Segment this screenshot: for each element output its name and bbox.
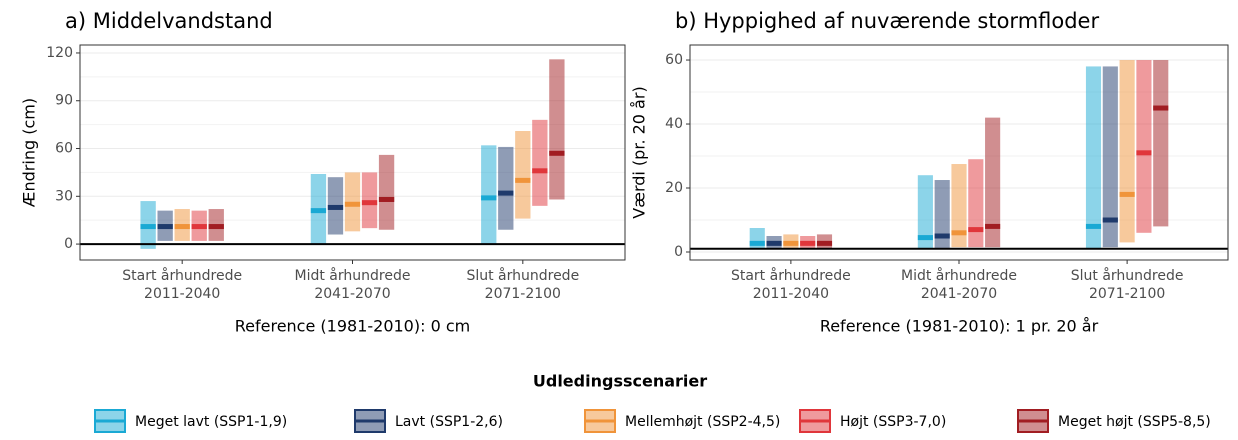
median-mark (800, 240, 816, 246)
range-bar (985, 117, 1001, 248)
median-mark (157, 224, 173, 230)
range-bar (1119, 60, 1135, 243)
range-bar (917, 175, 933, 249)
range-bar (934, 180, 950, 249)
y-tick-label: 30 (55, 188, 73, 204)
median-mark (1136, 150, 1152, 156)
median-mark (549, 150, 565, 156)
x-tick-label: Start århundrede (731, 267, 851, 284)
range-bar (481, 145, 497, 245)
range-bar (951, 164, 967, 248)
x-tick-label: Slut århundrede (1071, 267, 1184, 284)
x-tick-label: 2041-2070 (314, 286, 390, 302)
plot-border (689, 44, 1229, 261)
x-tick-label: 2011-2040 (144, 286, 220, 302)
y-tick-label: 60 (55, 141, 73, 157)
median-mark (985, 223, 1001, 229)
y-tick-label: 40 (665, 116, 683, 132)
median-mark (378, 196, 395, 202)
median-mark (951, 230, 967, 236)
y-tick-label: 60 (665, 52, 683, 68)
median-mark (498, 190, 514, 196)
x-tick-label: 2011-2040 (753, 286, 829, 302)
x-tick-label: Midt århundrede (295, 267, 411, 284)
median-mark (749, 240, 765, 246)
legend-label: Mellemhøjt (SSP2-4,5) (625, 414, 780, 430)
median-mark (1153, 105, 1169, 111)
y-tick-label: 0 (674, 244, 683, 260)
legend-label: Højt (SSP3-7,0) (840, 414, 946, 430)
legend-title: Udledingsscenarier (533, 372, 707, 391)
x-tick-label: Midt århundrede (901, 267, 1017, 284)
median-mark (191, 224, 207, 230)
legend-label: Meget højt (SSP5-8,5) (1058, 414, 1211, 430)
range-bar (1085, 66, 1102, 249)
median-mark (917, 235, 933, 241)
range-bar (1102, 66, 1118, 248)
y-tick-label: 120 (46, 45, 73, 61)
panel-title: b) Hyppighed af nuværende stormfloder (675, 9, 1099, 33)
median-mark (1085, 223, 1102, 229)
legend-label: Lavt (SSP1-2,6) (395, 414, 503, 430)
x-tick-label: 2071-2100 (1089, 286, 1165, 302)
median-mark (1119, 191, 1135, 197)
y-tick-label: 20 (665, 180, 683, 196)
median-mark (481, 195, 497, 201)
y-axis-title: Ændring (cm) (20, 98, 39, 207)
range-bar (532, 119, 548, 206)
range-bar (1153, 60, 1169, 227)
x-tick-label: 2071-2100 (485, 286, 561, 302)
median-mark (1102, 217, 1118, 223)
median-mark (361, 200, 378, 206)
median-mark (766, 240, 782, 246)
median-mark (515, 177, 531, 183)
median-mark (934, 233, 950, 239)
y-tick-label: 90 (55, 93, 73, 109)
median-mark (783, 240, 799, 246)
median-mark (816, 240, 833, 246)
y-tick-label: 0 (64, 236, 73, 252)
median-mark (310, 208, 327, 214)
panel-title: a) Middelvandstand (65, 9, 273, 33)
median-mark (174, 224, 190, 230)
range-bar (968, 159, 984, 248)
x-tick-label: 2041-2070 (921, 286, 997, 302)
median-mark (344, 201, 361, 207)
median-mark (968, 227, 984, 233)
range-bar (1136, 60, 1152, 233)
x-axis-title: Reference (1981-2010): 1 pr. 20 år (820, 317, 1099, 336)
median-mark (140, 224, 156, 230)
range-bar (498, 146, 514, 230)
median-mark (208, 224, 224, 230)
range-bar (515, 131, 531, 219)
median-mark (327, 204, 344, 210)
legend-label: Meget lavt (SSP1-1,9) (135, 414, 287, 430)
range-bar (378, 154, 395, 230)
x-tick-label: Start århundrede (122, 267, 242, 284)
x-axis-title: Reference (1981-2010): 0 cm (235, 317, 470, 336)
x-tick-label: Slut århundrede (466, 267, 579, 284)
y-axis-title: Værdi (pr. 20 år) (630, 86, 649, 218)
range-bar (549, 59, 565, 200)
plot-border (79, 44, 626, 261)
median-mark (532, 168, 548, 174)
